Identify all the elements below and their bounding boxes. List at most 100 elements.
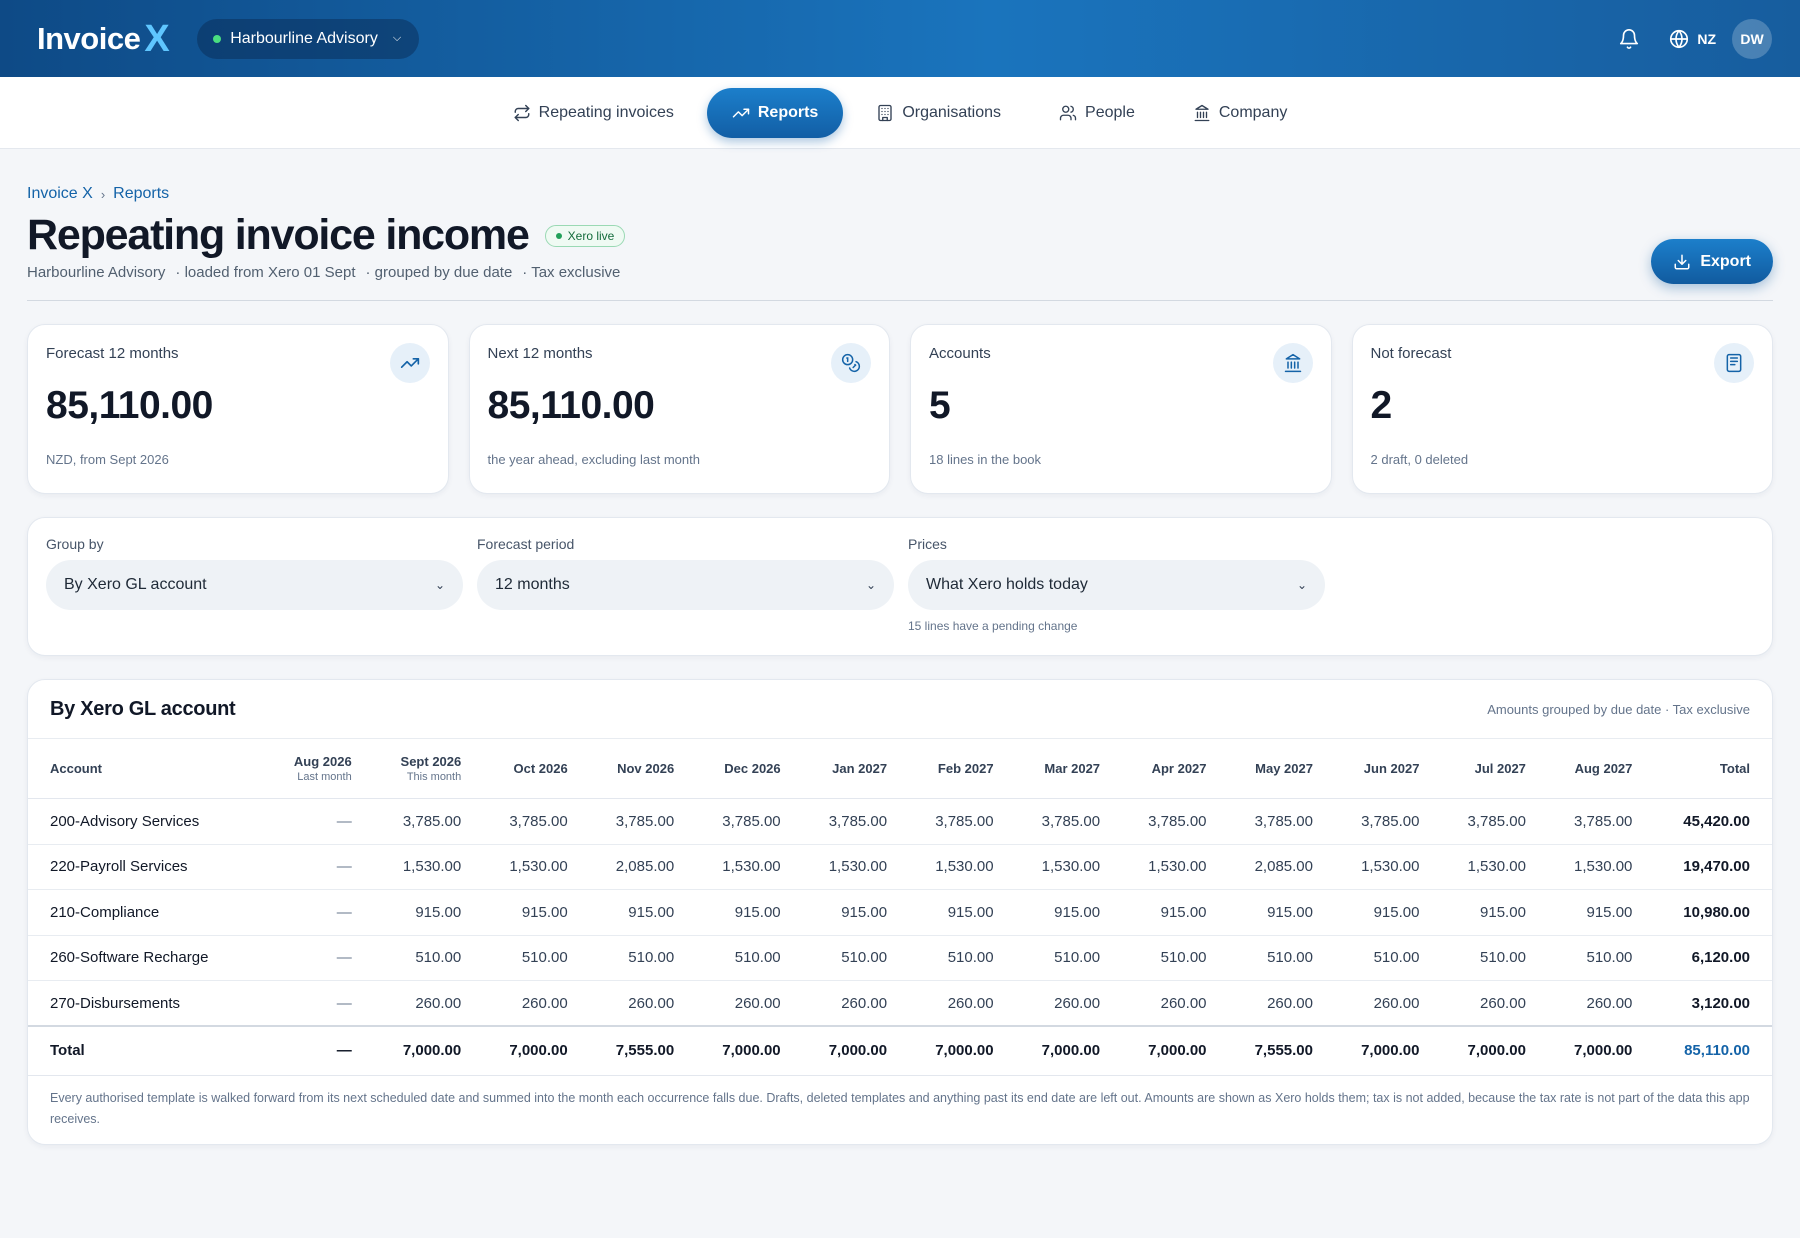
total-amount-cell: 7,000.00 [1441, 1025, 1548, 1076]
column-label: Account [50, 761, 102, 776]
card-value: 5 [929, 384, 951, 427]
table-row[interactable]: 220-Payroll Services —1,530.00 1,530.00 2,0… [28, 844, 1772, 890]
card-label: Not forecast [1370, 345, 1452, 362]
column-header: Oct 2026 [483, 738, 590, 799]
filter-label: Forecast period [477, 536, 575, 552]
amount-cell: 3,785.00 [1015, 798, 1123, 845]
title-row: Repeating invoice income Xero live Harbo… [27, 211, 1773, 284]
amount-cell: 2,085.00 [589, 844, 697, 890]
subtitle-source: · loaded from Xero 01 Sept [175, 264, 356, 281]
page-title: Repeating invoice income [27, 211, 530, 259]
amount-cell: 915.00 [1334, 889, 1442, 936]
amount-cell: 260.00 [1547, 980, 1655, 1027]
bank-icon [1194, 104, 1210, 121]
trending-up-icon [389, 343, 430, 383]
group-by-select[interactable]: By Xero GL account ⌄ [46, 560, 463, 610]
amount-cell: 1,530.00 [802, 844, 910, 890]
coins-icon [831, 343, 871, 383]
column-sublabel: Last month [297, 771, 352, 783]
card-label: Accounts [929, 345, 991, 362]
filter-label: Prices [908, 536, 947, 552]
table-row[interactable]: 270-Disbursements — 260.00 260.00 260.00 260.… [28, 980, 1772, 1027]
account-cell: 270-Disbursements [28, 980, 268, 1027]
card-label: Forecast 12 months [46, 345, 179, 362]
column-label: Sept 2026 [400, 754, 462, 769]
card-accounts: Accounts 5 18 lines in the book [910, 324, 1332, 494]
card-note: 2 draft, 0 deleted [1370, 452, 1469, 467]
filter-group-by: Group by By Xero GL account ⌄ [46, 536, 463, 637]
main-content: Invoice X › Reports Repeating invoice in… [0, 185, 1800, 1145]
amount-cell: 260.00 [802, 980, 910, 1027]
chevron-down-icon: ⌄ [865, 578, 876, 592]
amount-cell: — [268, 980, 374, 1027]
export-button[interactable]: Export [1651, 239, 1773, 284]
subtitle-organisation: Harbourline Advisory [27, 264, 166, 281]
amount-cell: 3,785.00 [696, 798, 803, 845]
column-header: Sept 2026 This month [373, 738, 484, 799]
column-header: Jan 2027 [802, 738, 910, 799]
forecast-period-select[interactable]: 12 months ⌄ [477, 560, 894, 610]
total-amount-cell: 7,000.00 [1122, 1025, 1229, 1076]
amount-cell: 260.00 [1122, 980, 1229, 1027]
amount-cell: 510.00 [1547, 935, 1655, 981]
column-label: Jan 2027 [832, 761, 888, 776]
column-header: Aug 2027 [1547, 738, 1655, 799]
organisation-switcher[interactable]: Harbourline Advisory ⌵ [197, 18, 420, 59]
column-header: Jul 2027 [1441, 738, 1548, 799]
report-table: Account Aug 2026 Last month Sept 2026 This m… [28, 738, 1772, 1076]
region-code: NZ [1697, 30, 1716, 47]
logo-text: Invoice [37, 20, 141, 56]
table-row[interactable]: 260-Software Recharge —510.00 510.00 510.00… [28, 935, 1772, 981]
card-not-forecast: Not forecast 2 2 draft, 0 deleted [1351, 324, 1773, 494]
breadcrumb-reports[interactable]: Reports [113, 185, 170, 202]
column-label: Aug 2026 [293, 754, 352, 769]
column-header: Dec 2026 [696, 738, 803, 799]
column-header: Aug 2026 Last month [268, 738, 374, 799]
status-badge: Xero live [544, 224, 626, 247]
nav-people[interactable]: People [1034, 88, 1160, 138]
amount-cell: 1,530.00 [1441, 844, 1548, 890]
table-row[interactable]: 200-Advisory Services —3,785.00 3,785.00 3,… [28, 798, 1772, 845]
amount-cell: 510.00 [1122, 935, 1229, 981]
amount-cell: 3,785.00 [373, 798, 484, 845]
amount-cell: 510.00 [373, 935, 484, 981]
trending-up-icon [732, 108, 750, 117]
amount-cell: — [268, 798, 374, 845]
main-nav: Repeating invoices Reports Organisations… [0, 77, 1800, 149]
amount-cell: 915.00 [1441, 889, 1548, 936]
column-label: May 2027 [1255, 761, 1313, 776]
panel-title: By Xero GL account [50, 697, 236, 720]
nav-label: Company [1218, 103, 1288, 121]
amount-cell: 3,785.00 [802, 798, 910, 845]
filter-label: Group by [46, 536, 104, 552]
app-logo[interactable]: Invoice X [37, 17, 170, 60]
bell-icon[interactable] [1618, 28, 1640, 50]
total-amount-cell: 7,000.00 [1015, 1025, 1123, 1076]
nav-reports[interactable]: Reports [706, 87, 844, 138]
amount-cell: 260.00 [483, 980, 590, 1027]
region-selector[interactable]: NZ [1668, 28, 1716, 50]
column-header: Account [28, 738, 268, 799]
account-cell: 260-Software Recharge [28, 935, 268, 981]
table-row[interactable]: 210-Compliance —915.00 915.00 915.00 915.00 9… [28, 889, 1772, 936]
nav-repeating-invoices[interactable]: Repeating invoices [488, 88, 699, 138]
nav-organisations[interactable]: Organisations [851, 88, 1026, 138]
amount-cell: 915.00 [1122, 889, 1229, 936]
amount-cell: 2,085.00 [1228, 844, 1335, 890]
total-amount-cell: 7,000.00 [1547, 1025, 1655, 1076]
repeat-icon [514, 104, 530, 121]
amount-cell: 1,530.00 [1547, 844, 1655, 890]
nav-label: Repeating invoices [538, 103, 674, 121]
logo-mark: X [144, 17, 170, 60]
prices-select[interactable]: What Xero holds today ⌄ [908, 560, 1325, 610]
amount-cell: 1,530.00 [1334, 844, 1442, 890]
avatar[interactable]: DW [1732, 18, 1772, 59]
amount-cell: 260.00 [1334, 980, 1442, 1027]
nav-company[interactable]: Company [1168, 88, 1312, 138]
table-body: 200-Advisory Services —3,785.00 3,785.00 3,… [28, 798, 1772, 1076]
breadcrumb-invoice-x[interactable]: Invoice X [27, 185, 93, 202]
account-cell: 220-Payroll Services [28, 844, 268, 890]
globe-icon [1670, 29, 1689, 48]
card-note: NZD, from Sept 2026 [46, 452, 169, 467]
amount-cell: 3,785.00 [589, 798, 697, 845]
